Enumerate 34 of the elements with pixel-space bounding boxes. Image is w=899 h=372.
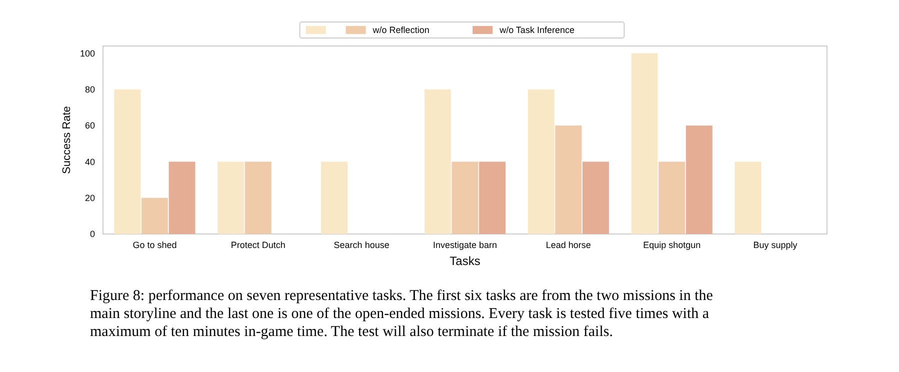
y-tick-label: 80 [84, 84, 95, 95]
x-tick-label: Investigate barn [432, 240, 498, 250]
bar [528, 89, 554, 234]
bar [452, 162, 478, 234]
y-tick-label: 0 [90, 229, 95, 240]
legend-label: w/o Task Inference [498, 25, 574, 36]
x-tick-label: Protect Dutch [230, 240, 286, 250]
legend-label: w/o Reflection [372, 25, 430, 36]
bar [658, 162, 686, 234]
bar [244, 162, 272, 234]
x-tick-label: Buy supply [753, 240, 798, 250]
bar [686, 126, 712, 234]
y-tick-label: 100 [80, 48, 95, 58]
bar [168, 162, 196, 234]
x-tick-label: Equip shotgun [643, 240, 701, 250]
x-tick-label: Go to shed [132, 240, 177, 250]
x-tick-label: Search house [334, 240, 390, 250]
bar [734, 162, 762, 234]
bar [141, 198, 168, 234]
bar [424, 89, 451, 234]
bar [114, 89, 141, 234]
bar [631, 53, 658, 234]
y-tick-label: 40 [84, 156, 95, 167]
bar [321, 162, 348, 234]
y-tick-label: 60 [84, 120, 95, 131]
y-tick-label: 20 [84, 192, 95, 203]
x-tick-label: Lead horse [546, 240, 591, 250]
x-axis-title: Tasks [450, 254, 480, 268]
bar [479, 162, 506, 234]
y-axis-title: Success Rate [61, 106, 73, 174]
bar [582, 162, 609, 234]
caption: Figure 8: performance on seven representative tasks. The first six tasks are from the two missions in the main storyline and the last one is one of the open-ended missions. Every task is tested five times with a maximum of ten minutes in-game time. The test will also terminate if the mission fails. [90, 288, 714, 340]
bar [218, 162, 244, 234]
bar [555, 126, 582, 234]
